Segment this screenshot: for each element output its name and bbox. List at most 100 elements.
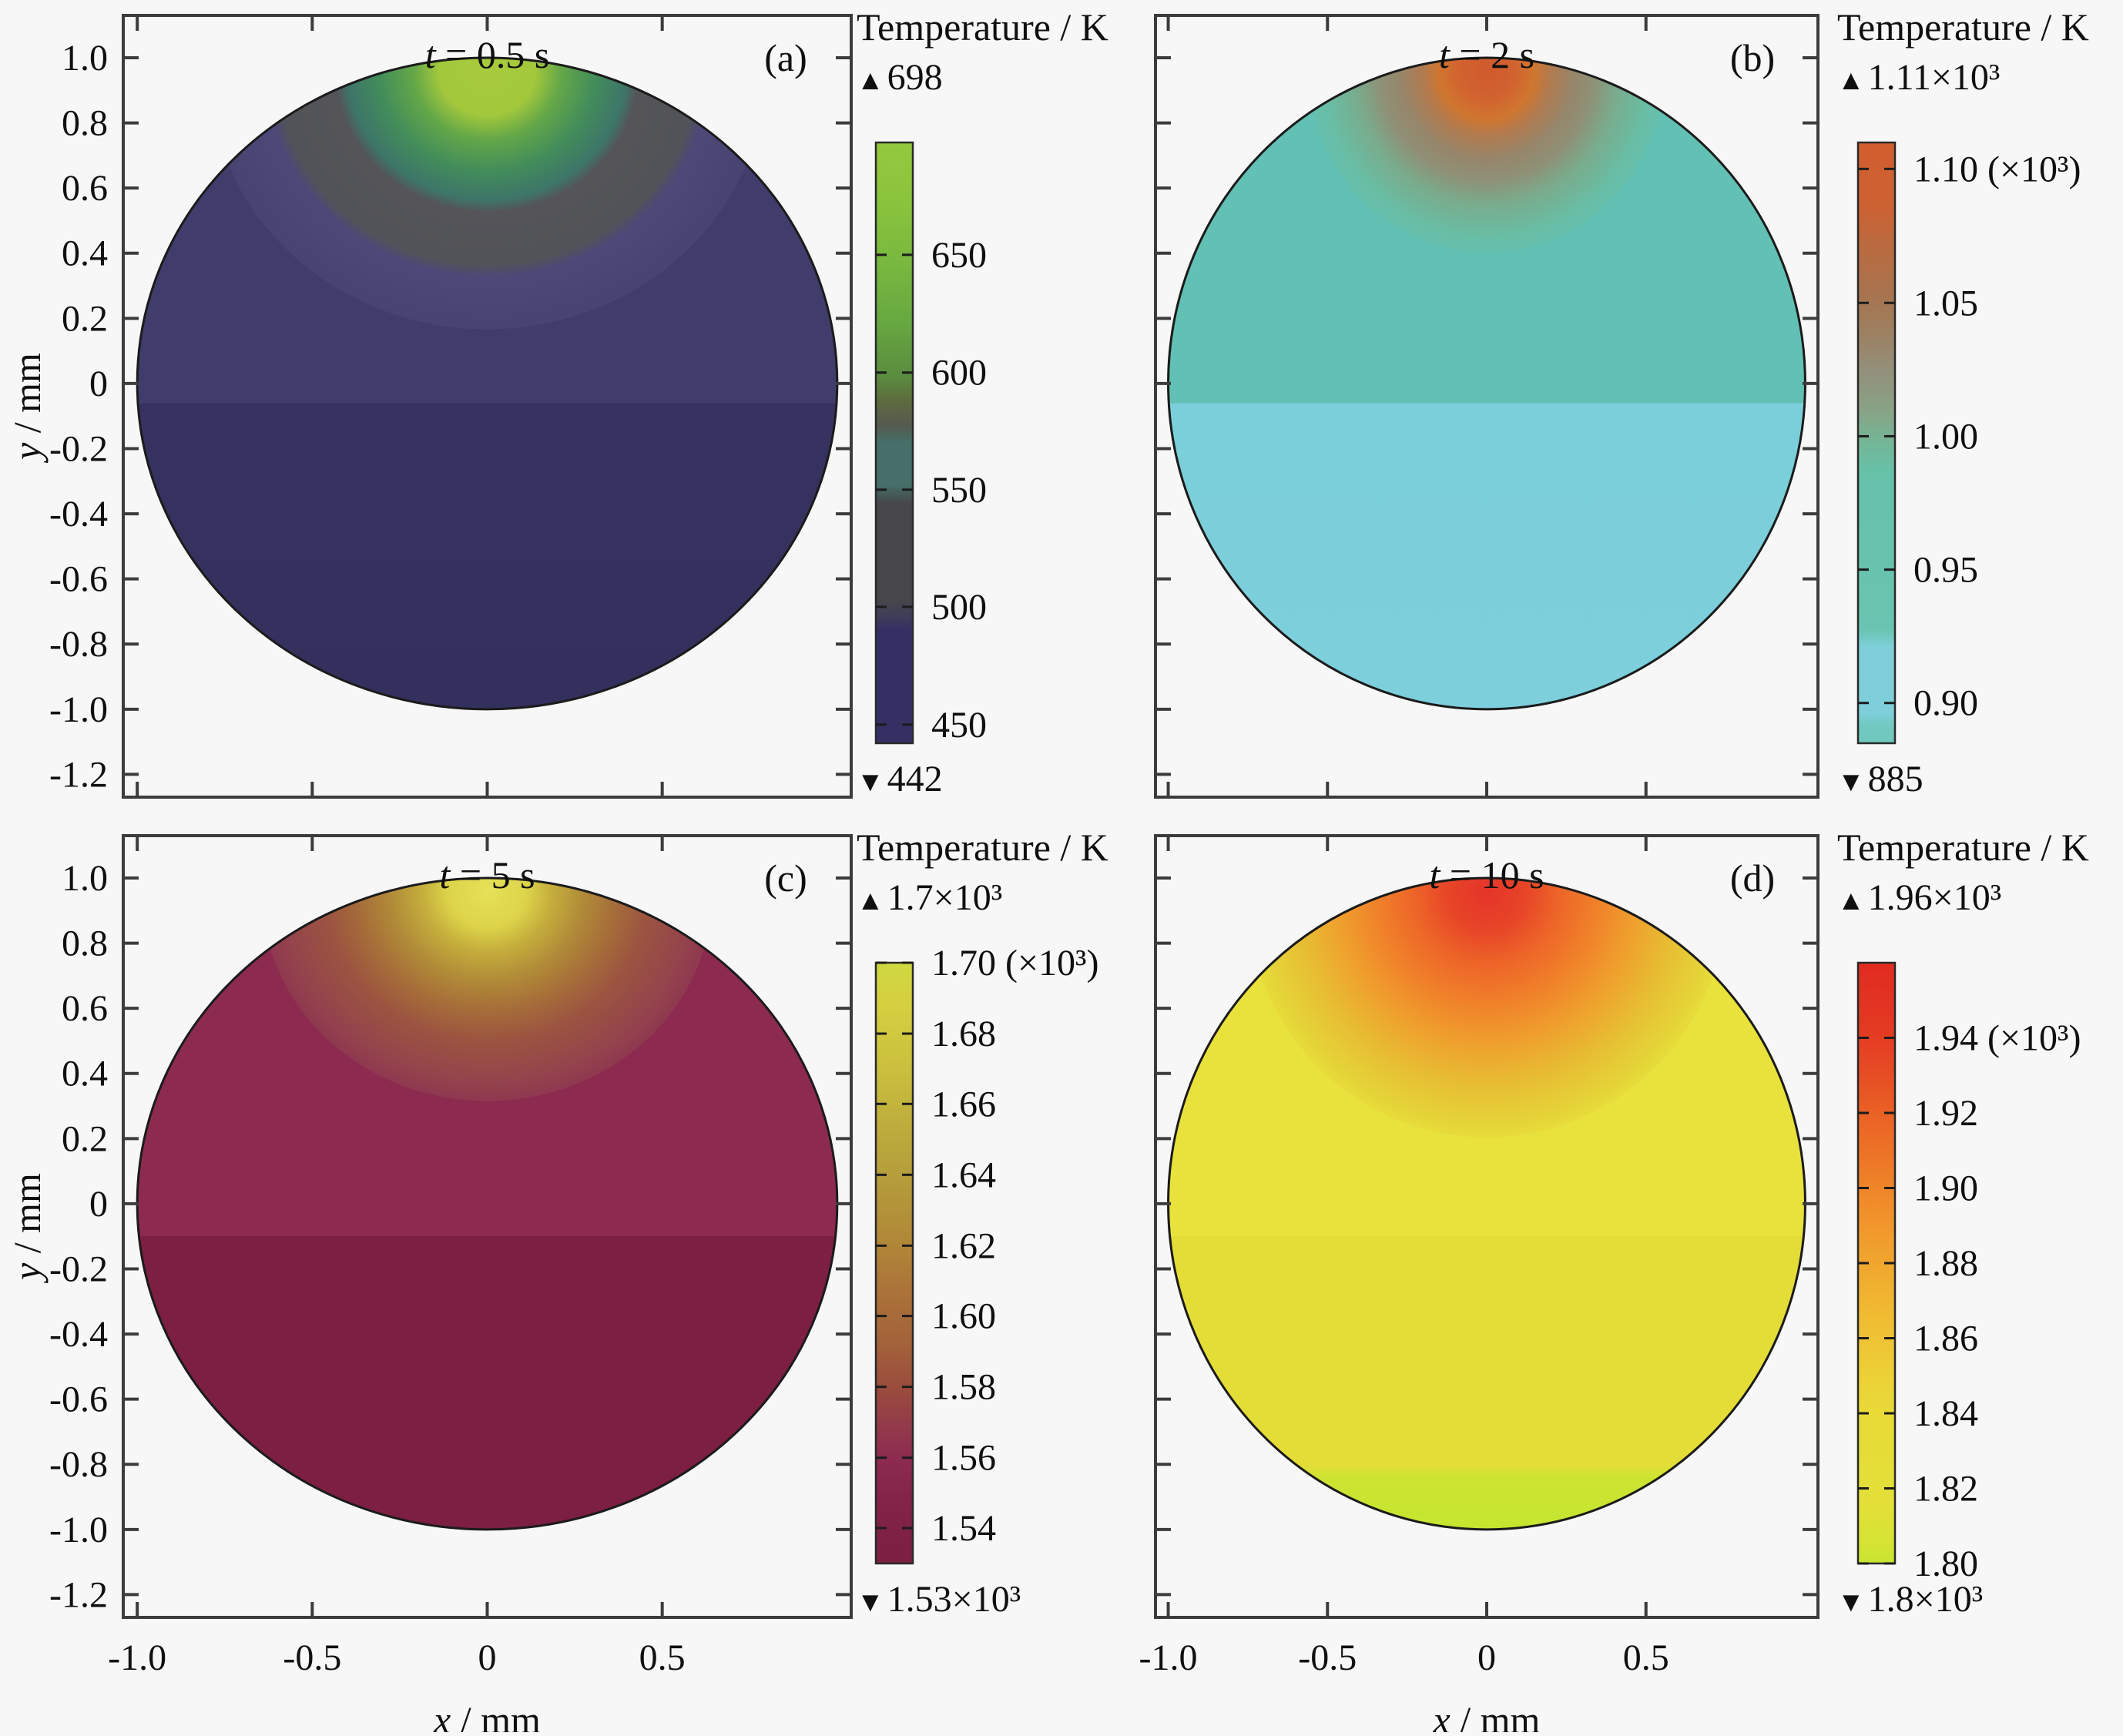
colorbar-title: Temperature / K [857, 826, 1108, 869]
colorbar-tick-label: 500 [931, 587, 987, 628]
colorbar-min-label: ▼1.8×10³ [1837, 1579, 1983, 1620]
temperature-field-hotspot-d [1168, 877, 1806, 1530]
y-tick-label: -0.6 [49, 1379, 108, 1420]
colorbar-bar-a [874, 141, 914, 745]
y-tick-label: 0.6 [62, 988, 108, 1029]
y-tick-label: -0.4 [49, 494, 108, 535]
y-tick-label: -0.8 [49, 624, 108, 665]
colorbar-tick-label: 0.90 [1913, 683, 1978, 724]
colorbar-max-label: ▲1.96×10³ [1837, 877, 2001, 918]
colorbar-tick-label: 1.86 [1913, 1319, 1978, 1359]
y-tick-label: 0.4 [62, 1054, 108, 1094]
y-tick-label: 0.6 [62, 168, 108, 209]
y-tick-label: -1.2 [49, 754, 108, 795]
colorbar-tick-label: 1.70 (×10³) [931, 943, 1098, 984]
y-tick-label: -0.6 [49, 559, 108, 600]
colorbar-tick-label: 1.54 [931, 1508, 996, 1549]
y-tick-label: -1.2 [49, 1574, 108, 1615]
colorbar-a: Temperature / K ▲698 450 500 550 600 650 ▼442 [857, 5, 1108, 799]
y-tick-label: 0.4 [62, 233, 108, 274]
panel-letter-a: (a) [764, 36, 807, 79]
colorbar-tick-label: 1.58 [931, 1367, 996, 1408]
y-tick-label: -0.2 [49, 428, 108, 469]
colorbar-tick-label: 1.90 [1913, 1168, 1978, 1209]
colorbar-tick-label: 600 [931, 353, 987, 394]
y-tick-label: 1.0 [62, 858, 108, 899]
colorbar-tick-label: 1.62 [931, 1225, 996, 1266]
colorbar-tick-label: 550 [931, 470, 987, 511]
x-tick-label: -1.0 [1139, 1637, 1198, 1678]
x-tick-label: -1.0 [108, 1637, 166, 1678]
y-axis-title: y / mm [5, 353, 49, 464]
colorbar-tick-label: 0.95 [1913, 550, 1978, 591]
panel-a: 1.0 0.8 0.6 0.4 0.2 0 -0.2 -0.4 -0.6 -0.8 -1.0 -1.2… [5, 14, 853, 799]
colorbar-min-label: ▼442 [857, 759, 943, 799]
y-tick-label: 0 [89, 1184, 108, 1225]
panel-b: t = 2 s (b) [1154, 14, 1819, 799]
colorbar-tick-label: 1.88 [1913, 1243, 1978, 1284]
y-tick-label: -0.8 [49, 1444, 108, 1485]
y-tick-label: 0.8 [62, 103, 108, 144]
y-tick-label: -1.0 [49, 1510, 108, 1550]
panel-letter-d: (d) [1730, 856, 1775, 900]
colorbar-tick-label: 1.60 [931, 1296, 996, 1337]
colorbar-max-label: ▲1.11×10³ [1837, 57, 2000, 98]
colorbar-tick-label: 1.94 (×10³) [1913, 1018, 2081, 1059]
colorbar-tick-label: 1.80 [1913, 1543, 1978, 1584]
colorbar-b: Temperature / K ▲1.11×10³ 0.90 0.95 1.00 1.05… [1837, 5, 2089, 799]
x-tick-label: 0.5 [1623, 1637, 1669, 1678]
y-tick-label: 0.2 [62, 298, 108, 339]
panel-c: -1.0 -0.5 0 0.5 1.0 0.8 0.6 0.4 0.2 0 -0.2 -0.4 -0.6… [5, 834, 853, 1736]
colorbar-tick-label: 1.84 [1913, 1393, 1978, 1434]
y-tick-label: -1.0 [49, 689, 108, 730]
x-axis-title: x / mm [433, 1698, 541, 1732]
y-tick-label: 1.0 [62, 38, 108, 79]
colorbar-title: Temperature / K [857, 5, 1108, 49]
x-tick-label: -0.5 [283, 1637, 341, 1678]
y-tick-label: 0.8 [62, 923, 108, 964]
panel-letter-c: (c) [764, 856, 807, 900]
y-tick-label: -0.4 [49, 1314, 108, 1355]
colorbar-tick-label: 1.82 [1913, 1469, 1978, 1510]
panel-letter-b: (b) [1730, 36, 1775, 79]
colorbar-tick-label: 1.00 [1913, 416, 1978, 457]
temperature-field-hotspot-a [137, 57, 837, 709]
y-axis-title: y / mm [5, 1173, 49, 1284]
colorbar-bar-b [1856, 141, 1897, 745]
colorbar-c: Temperature / K ▲1.7×10³ 1.54 1.56 1.58 1.60 1… [857, 826, 1108, 1620]
colorbar-tick-label: 1.92 [1913, 1093, 1978, 1134]
x-tick-label: 0.5 [639, 1637, 686, 1678]
panel-d: -1.0 -0.5 0 0.5 x / mm t = 10 s (d) [1139, 834, 1819, 1736]
colorbar-tick-label: 1.66 [931, 1084, 996, 1124]
temperature-field-hotspot-c [137, 877, 837, 1530]
colorbar-bar-c [874, 961, 914, 1565]
panel-title-d: t = 10 s [1429, 853, 1544, 896]
x-tick-label: 0 [1477, 1637, 1496, 1678]
colorbar-tick-label: 1.64 [931, 1155, 996, 1195]
colorbar-tick-label: 1.68 [931, 1014, 996, 1054]
temperature-field-hotspot-b [1168, 57, 1806, 709]
panel-title-a: t = 0.5 s [425, 33, 550, 76]
colorbar-max-label: ▲698 [857, 57, 943, 98]
x-tick-label: -0.5 [1298, 1637, 1357, 1678]
colorbar-title: Temperature / K [1837, 826, 2089, 869]
colorbar-max-label: ▲1.7×10³ [857, 877, 1002, 918]
colorbar-d: Temperature / K ▲1.96×10³ 1.80 1.82 1.84 1.86… [1837, 826, 2089, 1620]
colorbar-tick-label: 1.05 [1913, 283, 1978, 323]
colorbar-tick-label: 650 [931, 235, 987, 276]
colorbar-tick-label: 1.10 (×10³) [1913, 149, 2081, 189]
x-axis-title: x / mm [1433, 1698, 1541, 1732]
x-tick-label: 0 [478, 1637, 497, 1678]
y-tick-label: -0.2 [49, 1248, 108, 1289]
y-tick-label: 0.2 [62, 1118, 108, 1159]
colorbar-tick-label: 1.56 [931, 1438, 996, 1479]
colorbar-min-label: ▼1.53×10³ [857, 1579, 1021, 1620]
panel-title-b: t = 2 s [1439, 33, 1534, 76]
colorbar-tick-label: 450 [931, 705, 987, 746]
panel-title-c: t = 5 s [439, 853, 535, 896]
colorbar-min-label: ▼885 [1837, 759, 1923, 799]
colorbar-title: Temperature / K [1837, 5, 2089, 49]
y-tick-label: 0 [89, 364, 108, 404]
